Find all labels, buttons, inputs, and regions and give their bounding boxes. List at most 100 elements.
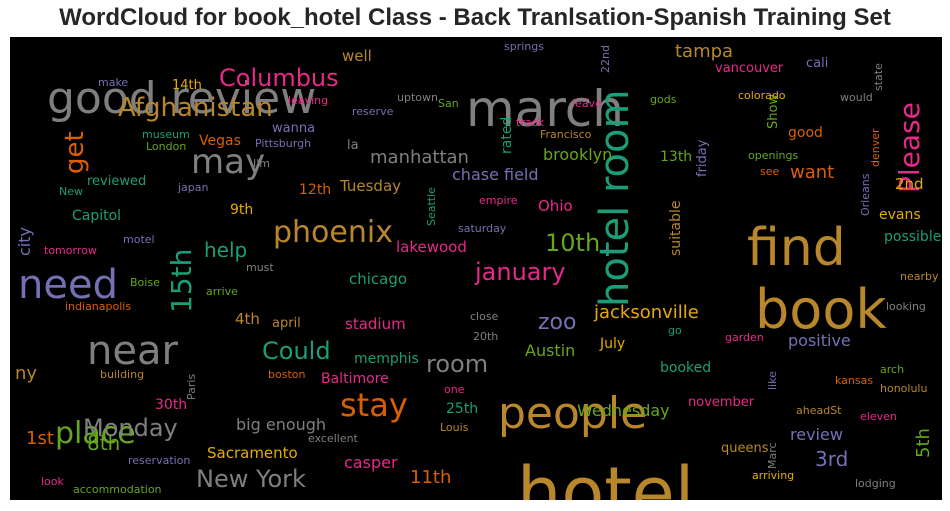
cloud-word: Francisco [540, 128, 592, 141]
cloud-word: friday [695, 139, 710, 177]
cloud-word: chase field [452, 165, 539, 184]
cloud-word: garden [725, 331, 764, 344]
cloud-word: Columbus [219, 64, 339, 92]
cloud-word: close [470, 310, 499, 323]
cloud-word: book [755, 278, 887, 341]
cloud-word: motel [123, 233, 155, 246]
cloud-word: New York [196, 465, 306, 493]
cloud-word: 13th [660, 149, 693, 165]
cloud-word: eleven [860, 410, 897, 423]
cloud-word: stadium [345, 315, 406, 333]
cloud-word: find [747, 218, 846, 278]
cloud-word: hotel room [592, 89, 638, 307]
cloud-word: vancouver [715, 61, 784, 76]
cloud-word: possible [884, 229, 942, 245]
cloud-word: 8th [87, 431, 121, 455]
cloud-word: april [272, 316, 301, 331]
cloud-word: 14th [172, 78, 202, 93]
cloud-word: leaving [288, 94, 329, 107]
cloud-word: excellent [308, 432, 358, 445]
cloud-word: Monday [83, 414, 178, 442]
cloud-word: make [98, 76, 129, 89]
cloud-word: one [444, 383, 465, 396]
cloud-word: 12th [299, 182, 332, 198]
cloud-word: queens [721, 441, 769, 456]
cloud-word: 3rd [815, 447, 849, 471]
cloud-word: november [688, 395, 755, 410]
cloud-word: phoenix [273, 215, 393, 250]
cloud-word: gods [650, 93, 677, 106]
cloud-word: Boise [130, 276, 160, 289]
cloud-word: arch [880, 363, 905, 376]
cloud-word: tampa [675, 41, 734, 62]
chart-title: WordCloud for book_hotel Class - Back Tr… [59, 4, 891, 31]
cloud-word: big enough [236, 415, 327, 434]
cloud-word: need [18, 262, 118, 308]
cloud-word: 2nd [895, 175, 924, 193]
cloud-word: San [438, 97, 459, 110]
cloud-word: lodging [855, 477, 896, 490]
cloud-word: positive [788, 331, 851, 350]
cloud-word: place [55, 416, 136, 451]
cloud-word: good review [47, 73, 317, 124]
cloud-word: kansas [835, 374, 874, 387]
cloud-word: reserve [352, 105, 394, 118]
cloud-word: march [466, 80, 624, 138]
cloud-word: Tuesday [340, 177, 402, 195]
cloud-word: get [60, 131, 90, 174]
cloud-word: nearby [900, 270, 939, 283]
cloud-word: 15th [165, 248, 198, 313]
cloud-word: 30th [155, 397, 188, 413]
cloud-word: look [41, 475, 64, 488]
cloud-word: like [766, 371, 779, 390]
cloud-word: room [426, 350, 489, 378]
cloud-word: japan [178, 181, 209, 194]
cloud-word: people [498, 388, 648, 439]
cloud-word: arriving [752, 469, 795, 482]
cloud-word: 10th [545, 229, 601, 257]
cloud-word: evans [879, 207, 921, 223]
cloud-word: rated [499, 116, 515, 154]
cloud-word: accommodation [73, 483, 162, 496]
cloud-word: leave [572, 97, 602, 110]
cloud-word: cali [806, 56, 829, 71]
cloud-word: uptown [397, 91, 438, 104]
cloud-word: Seattle [425, 187, 438, 226]
cloud-word: 11th [410, 467, 452, 488]
cloud-word: Ohio [538, 197, 573, 215]
cloud-word: London [146, 140, 187, 153]
cloud-word: zoo [538, 310, 577, 335]
cloud-word: would [840, 91, 873, 104]
cloud-word: wanna [272, 121, 316, 136]
cloud-word: colorado [738, 89, 786, 102]
cloud-word: may [191, 142, 266, 182]
cloud-word: tomorrow [44, 244, 97, 257]
cloud-word: boston [268, 368, 306, 381]
cloud-word: empire [479, 194, 518, 207]
cloud-word: honolulu [880, 382, 928, 395]
cloud-word: brooklyn [543, 145, 613, 164]
cloud-word: I'm [253, 157, 270, 170]
cloud-word: track [516, 116, 544, 129]
cloud-word: manhattan [370, 147, 469, 168]
cloud-word: Louis [440, 421, 469, 434]
cloud-word: Paris [185, 373, 198, 400]
cloud-word: go [668, 324, 682, 337]
cloud-word: July [600, 336, 626, 352]
cloud-word: good [788, 125, 823, 141]
cloud-word: Austin [525, 341, 576, 360]
cloud-word: Wednesday [577, 401, 670, 420]
cloud-word: state [872, 63, 885, 91]
cloud-word: 20th [473, 330, 499, 343]
cloud-word: casper [344, 453, 398, 472]
cloud-word: 1st [26, 428, 54, 449]
cloud-word: jacksonville [594, 302, 699, 323]
cloud-word: Afghanistan [118, 93, 273, 123]
cloud-word: saturday [458, 222, 507, 235]
cloud-word: 25th [446, 401, 479, 417]
cloud-word: arrive [206, 285, 238, 298]
cloud-word: springs [504, 40, 544, 53]
cloud-word: near [87, 328, 178, 374]
cloud-word: city [15, 227, 34, 256]
cloud-word: reviewed [87, 174, 147, 189]
